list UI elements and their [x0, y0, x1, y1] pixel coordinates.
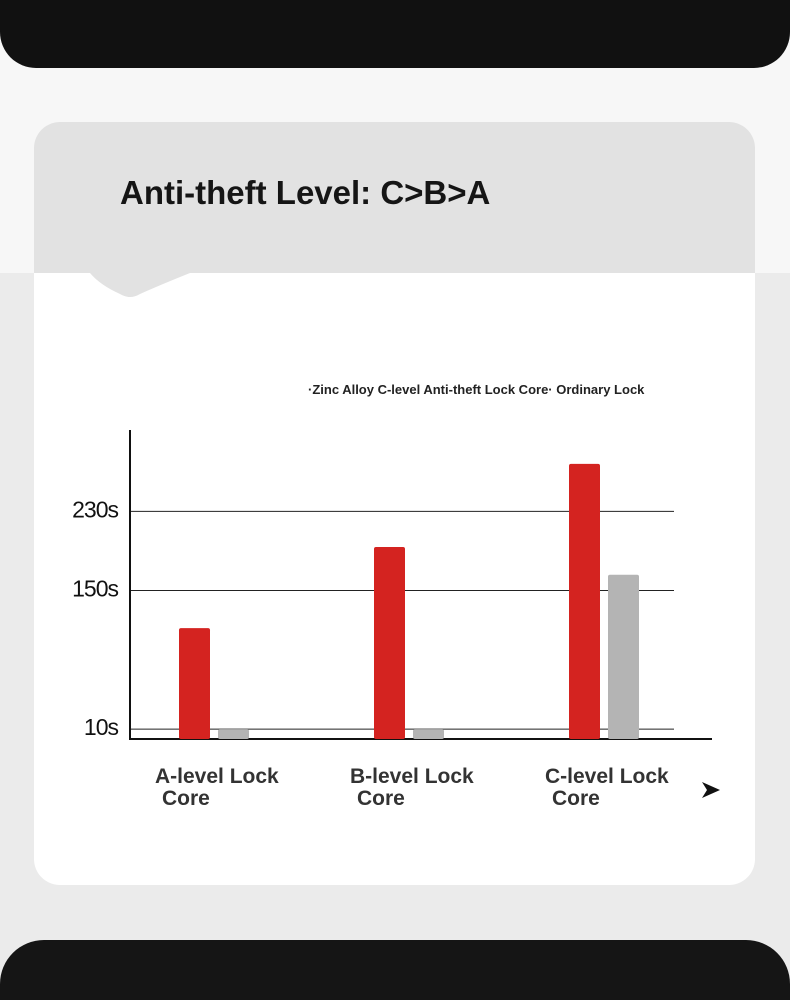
arrow — [702, 782, 720, 798]
header-band — [0, 0, 790, 68]
y-tick-label: 150s — [72, 576, 118, 602]
bar — [608, 574, 639, 739]
bar — [374, 547, 405, 739]
x-tick-label: A-level Lock Core — [155, 765, 279, 810]
notch — [90, 273, 190, 297]
bar — [413, 729, 444, 739]
legend: ·Zinc Alloy C-level Anti-theft Lock Core… — [308, 382, 644, 397]
bar — [179, 628, 210, 739]
y-tick-label: 230s — [72, 496, 118, 522]
footer-band — [0, 940, 790, 1000]
legend-dot: · — [548, 382, 553, 397]
bar — [218, 729, 249, 739]
legend-dot: · — [308, 382, 313, 397]
legend-entry: Ordinary Lock — [556, 382, 645, 397]
y-tick-label: 10s — [84, 714, 119, 740]
x-tick-label: C-level Lock Core — [545, 765, 669, 810]
legend-entry: Zinc Alloy C-level Anti-theft Lock Core — [312, 382, 549, 397]
chart-title: Anti-theft Level: C>B>A — [120, 174, 491, 211]
bar — [569, 463, 600, 739]
card: Anti-theft Level: C>B>A — [34, 122, 755, 885]
card-header — [34, 122, 755, 273]
x-tick-label: B-level Lock Core — [350, 765, 474, 810]
